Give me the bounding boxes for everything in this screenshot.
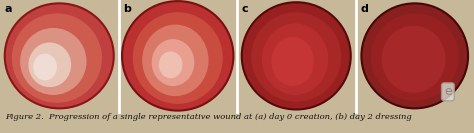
Text: e: e xyxy=(444,85,452,98)
Ellipse shape xyxy=(371,13,459,101)
Ellipse shape xyxy=(159,51,182,78)
Ellipse shape xyxy=(271,37,314,86)
Ellipse shape xyxy=(122,1,233,111)
Ellipse shape xyxy=(12,13,102,103)
Ellipse shape xyxy=(5,3,114,108)
Ellipse shape xyxy=(133,12,223,104)
Text: c: c xyxy=(242,5,248,14)
Ellipse shape xyxy=(242,2,351,109)
Ellipse shape xyxy=(361,3,468,108)
Ellipse shape xyxy=(142,25,209,96)
Text: Figure 2.  Progression of a single representative wound at (a) day 0 creation, (: Figure 2. Progression of a single repres… xyxy=(5,113,411,121)
Ellipse shape xyxy=(20,28,86,95)
Ellipse shape xyxy=(28,42,71,87)
Ellipse shape xyxy=(251,12,341,102)
Text: a: a xyxy=(5,5,12,14)
Ellipse shape xyxy=(33,54,57,80)
Ellipse shape xyxy=(382,26,446,93)
Ellipse shape xyxy=(262,23,328,95)
Text: b: b xyxy=(123,5,131,14)
Ellipse shape xyxy=(152,39,194,86)
Text: d: d xyxy=(360,5,368,14)
